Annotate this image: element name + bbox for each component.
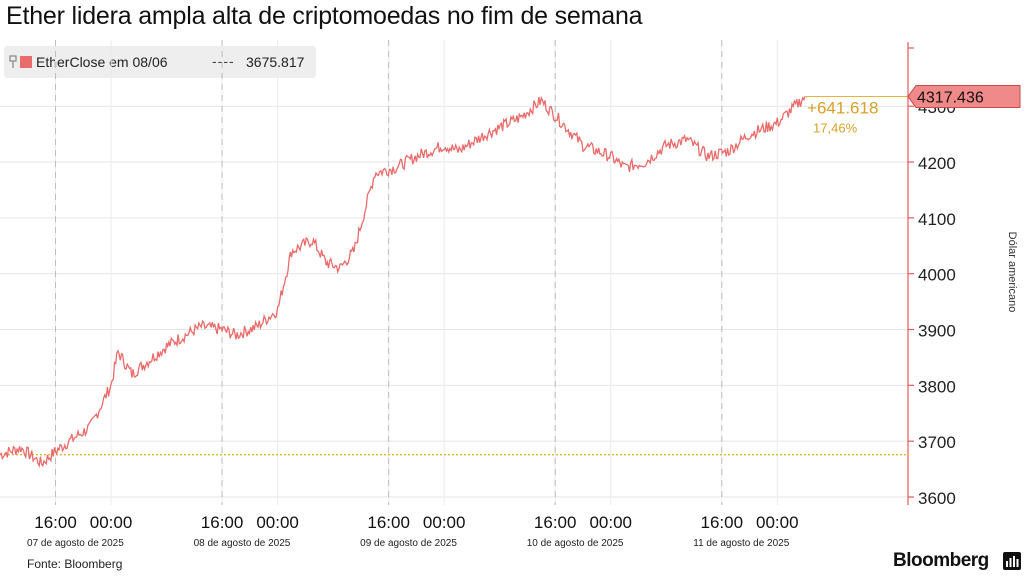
y-tick-label: 4100 (918, 210, 956, 229)
date-separators (55, 40, 723, 505)
date-label: 08 de agosto de 2025 (194, 538, 291, 549)
y-tick-label: 3900 (918, 322, 956, 341)
series-swatch (20, 56, 32, 68)
date-label: 09 de agosto de 2025 (360, 538, 457, 549)
x-tick-label: 16:00 (34, 513, 77, 532)
x-tick-label: 00:00 (256, 513, 299, 532)
x-tick-label: 16:00 (534, 513, 577, 532)
bloomberg-terminal-icon (1003, 552, 1021, 570)
x-tick-label: 00:00 (90, 513, 133, 532)
y-tick-label: 3700 (918, 433, 956, 452)
date-label: 11 de agosto de 2025 (693, 538, 789, 549)
x-tick-label: 00:00 (756, 513, 799, 532)
y-axis-label: Dólar americano (1006, 231, 1018, 313)
page-title: Ether lidera ampla alta de criptomoedas … (6, 2, 643, 30)
x-tick-label: 16:00 (700, 513, 743, 532)
legend-reference-value: 3675.817 (246, 54, 305, 70)
date-label: 07 de agosto de 2025 (27, 538, 124, 549)
y-tick-label: 4200 (918, 154, 956, 173)
y-tick-label: 4000 (918, 266, 956, 285)
change-absolute-label: +641.618 (807, 98, 878, 117)
date-labels: 07 de agosto de 2025 08 de agosto de 2025… (27, 538, 790, 549)
last-value-tag-text: 4317.436 (917, 89, 984, 106)
series-line (0, 95, 806, 468)
x-tick-label: 16:00 (201, 513, 244, 532)
source-note: Fonte: Bloomberg (27, 557, 123, 571)
y-tick-label: 3600 (918, 489, 956, 508)
brand-logo: Bloomberg (893, 550, 989, 571)
x-tick-label: 00:00 (589, 513, 632, 532)
x-ticks: 16:00 00:00 16:00 00:00 16:00 00:00 16:00 00:00… (34, 513, 798, 532)
y-tick-label: 3800 (918, 377, 956, 396)
pin-icon[interactable] (9, 55, 17, 69)
legend-series-label: EtherClose em 08/06 (36, 54, 168, 70)
last-value-tag (907, 84, 1021, 108)
y-ticks: 36003700380039004000410042004300 (908, 47, 956, 508)
x-tick-label: 00:00 (423, 513, 466, 532)
x-tick-label: 16:00 (367, 513, 410, 532)
chart-grid (0, 40, 908, 505)
legend-reference-dash: ---- (212, 53, 235, 69)
date-label: 10 de agosto de 2025 (527, 538, 624, 549)
change-percent-label: 17,46% (813, 120, 858, 135)
